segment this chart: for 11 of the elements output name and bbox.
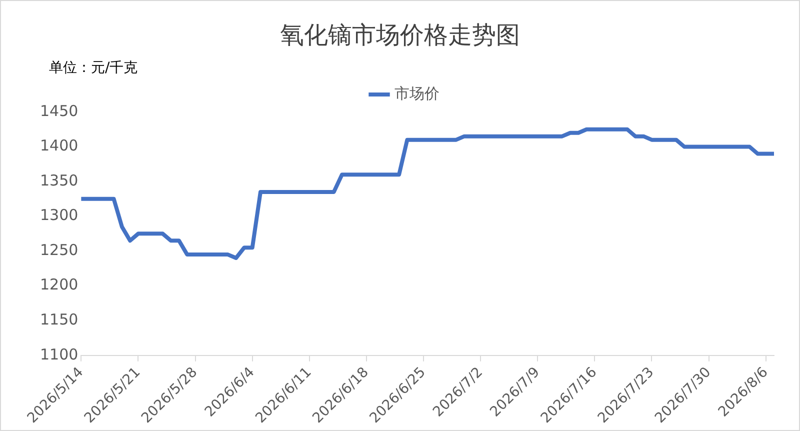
legend-label: 市场价 [394,84,440,102]
y-tick-label: 1300 [40,206,78,224]
y-tick-label: 1200 [40,276,78,294]
y-tick-label: 1350 [40,171,78,190]
y-axis-title: 单位：元/千克 [49,59,138,77]
y-tick-label: 1450 [40,102,78,120]
y-tick-label: 1100 [40,345,78,364]
y-tick-label: 1150 [40,310,78,328]
y-tick-label: 1400 [40,136,78,155]
y-tick-label: 1250 [40,240,78,259]
chart-title: 氧化镝市场价格走势图 [279,20,521,51]
